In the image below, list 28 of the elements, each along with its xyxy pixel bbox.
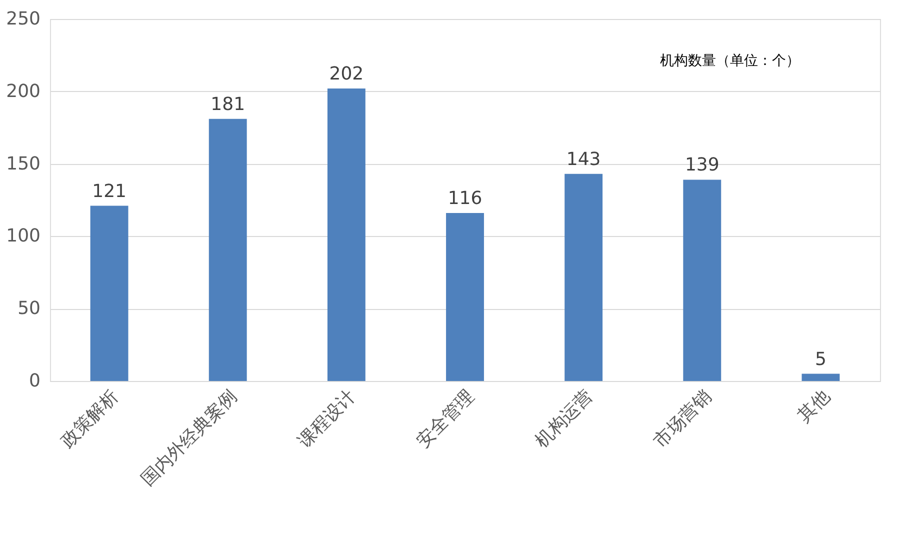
x-tick-label: 安全管理	[412, 386, 478, 452]
y-tick-label: 200	[6, 80, 40, 102]
data-label: 139	[684, 154, 720, 176]
bar	[90, 206, 128, 381]
bar	[802, 374, 840, 381]
x-tick-label: 国内外经典案例	[137, 386, 242, 490]
y-tick-label: 250	[6, 8, 40, 30]
x-tick-label: 其他	[794, 386, 834, 426]
bar	[564, 174, 603, 381]
data-label: 143	[566, 148, 601, 170]
y-tick-label: 0	[29, 370, 40, 392]
bar	[327, 88, 366, 381]
x-tick-label: 市场营销	[650, 386, 716, 452]
bar	[208, 118, 247, 381]
y-tick-label: 150	[6, 153, 40, 174]
x-tick-label: 政策解析	[56, 386, 123, 452]
data-label: 202	[329, 64, 364, 85]
data-label: 5	[814, 348, 826, 370]
bar	[683, 180, 722, 381]
data-label: 116	[448, 188, 482, 210]
annotation: 机构数量（单位：个）	[660, 53, 800, 69]
bar	[446, 213, 484, 381]
data-label: 181	[210, 94, 246, 115]
x-tick-label: 机构运营	[531, 386, 598, 452]
data-label: 121	[92, 180, 126, 202]
y-tick-label: 50	[18, 298, 40, 320]
y-tick-label: 100	[6, 226, 40, 247]
x-tick-label: 课程设计	[294, 386, 360, 452]
